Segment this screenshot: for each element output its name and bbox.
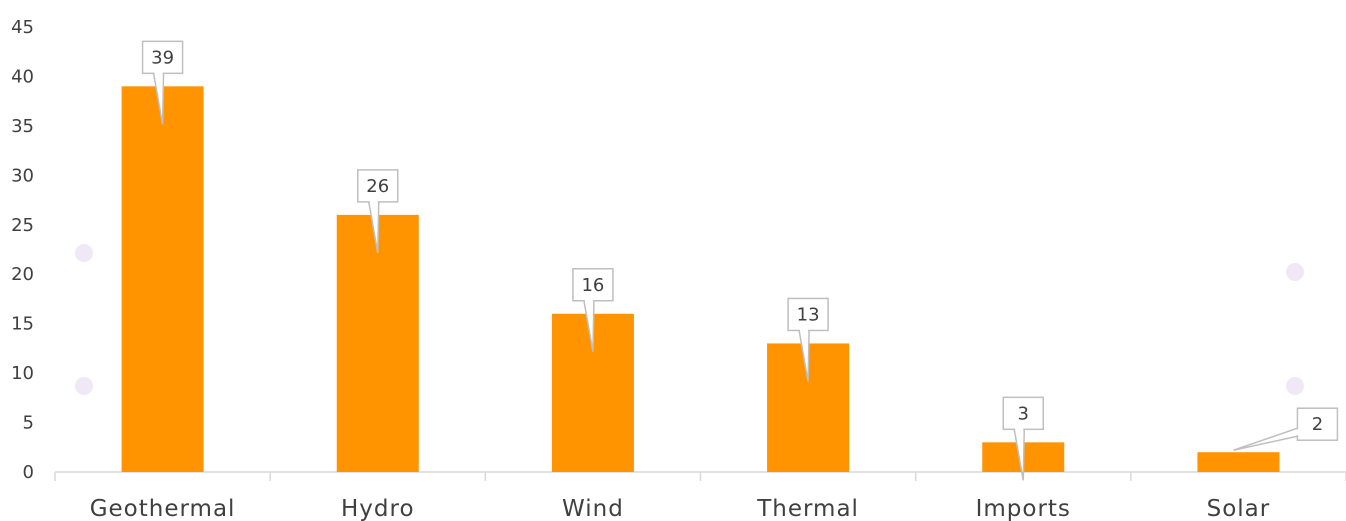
x-tick-label: Wind (562, 496, 624, 521)
data-label-callout: 39 (141, 40, 184, 125)
y-tick-label: 25 (11, 215, 34, 236)
y-tick-label: 35 (11, 116, 34, 137)
x-tick-label: Thermal (756, 496, 859, 521)
data-label: 39 (151, 47, 174, 68)
data-label-callout: 2 (1233, 407, 1339, 451)
data-label: 16 (581, 275, 604, 296)
y-tick-label: 40 (11, 66, 34, 87)
decorative-dot (75, 377, 93, 395)
x-tick-label: Imports (976, 496, 1071, 521)
x-tick-label: Hydro (341, 496, 415, 521)
decorative-dot (1286, 263, 1304, 281)
y-tick-label: 10 (11, 363, 34, 384)
y-tick-label: 15 (11, 314, 34, 335)
decorative-dot (1286, 377, 1304, 395)
bar (1197, 452, 1280, 472)
data-label-callout: 16 (572, 268, 614, 352)
decorative-dots (75, 244, 1304, 395)
data-label: 13 (797, 304, 820, 325)
data-label: 26 (366, 176, 389, 197)
data-label-callout: 3 (1002, 396, 1044, 481)
callout-box (357, 169, 399, 203)
y-tick-label: 45 (11, 17, 34, 38)
bar (336, 214, 419, 472)
callout-box (141, 40, 184, 75)
axes: 0 5 10 15 20 25 30 35 40 45 Geothermal Hydro Wind The… (11, 17, 1346, 521)
y-tick-label: 5 (23, 413, 34, 434)
data-label: 2 (1312, 414, 1323, 435)
bars (121, 86, 1280, 472)
y-tick-label: 0 (23, 462, 34, 483)
data-labels: 39 26 16 13 3 2 (141, 40, 1339, 481)
data-label-callout: 26 (357, 169, 399, 254)
callout-box (572, 268, 614, 302)
decorative-dot (75, 244, 93, 262)
callout-box (1296, 407, 1339, 441)
data-label: 3 (1018, 403, 1029, 424)
data-label-callout: 13 (787, 297, 829, 382)
callout-pointer (1233, 427, 1299, 451)
x-tick-label: Geothermal (90, 496, 236, 521)
y-tick-label: 20 (11, 264, 34, 285)
bar (121, 86, 204, 472)
x-tick-label: Solar (1207, 496, 1271, 521)
y-tick-label: 30 (11, 165, 34, 186)
